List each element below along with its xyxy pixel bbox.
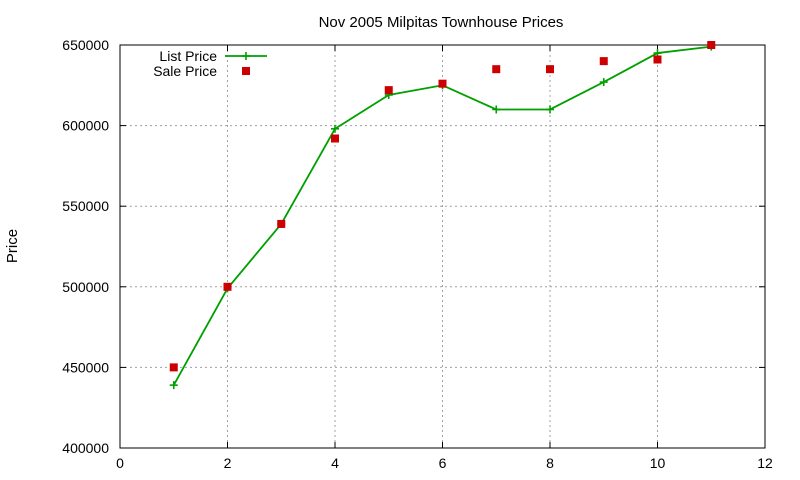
list-price-point: [169, 381, 178, 390]
x-tick-label: 10: [650, 455, 666, 471]
series: [169, 41, 716, 390]
sale-price-point: [599, 57, 608, 66]
legend-plus-marker: [242, 52, 250, 60]
sale-price-point: [223, 282, 232, 291]
sale-price-point: [438, 79, 447, 88]
plot-border: [119, 44, 766, 449]
x-tick-label: 0: [116, 455, 124, 471]
list-price-point: [331, 124, 339, 133]
x-tick-label: 2: [224, 455, 232, 471]
x-tick-label: 4: [331, 455, 339, 471]
axes: 0 2 4 6 8 10 12 400000 450000 500000 550000 600000 6…: [62, 37, 773, 471]
sale-price-point: [277, 219, 286, 228]
list-price-point: [546, 105, 554, 114]
grid: [120, 45, 765, 448]
y-tick-label: 550000: [62, 198, 109, 214]
list-price-point: [599, 78, 608, 87]
y-tick-label: 400000: [62, 440, 109, 456]
legend-label: Sale Price: [153, 63, 217, 79]
x-tick-label: 8: [546, 455, 554, 471]
sale-price-point: [492, 65, 501, 74]
y-tick-label: 650000: [62, 37, 109, 53]
sale-price-point: [707, 41, 716, 49]
chart-title: Nov 2005 Milpitas Townhouse Prices: [319, 14, 564, 31]
y-tick-label: 600000: [62, 118, 109, 134]
sale-price-point: [331, 134, 339, 143]
x-tick-label: 12: [757, 455, 773, 471]
y-axis-label: Price: [4, 229, 21, 263]
legend-square-marker: [242, 67, 250, 75]
x-tick-label: 6: [439, 455, 447, 471]
y-tick-label: 500000: [62, 279, 109, 295]
list-price-point: [492, 105, 501, 114]
sale-price-point: [169, 363, 178, 372]
sale-price-point: [384, 86, 393, 95]
sale-price-point: [653, 55, 662, 64]
y-tick-label: 450000: [62, 359, 109, 375]
sale-price-point: [546, 65, 554, 74]
legend-label: List Price: [159, 48, 217, 64]
